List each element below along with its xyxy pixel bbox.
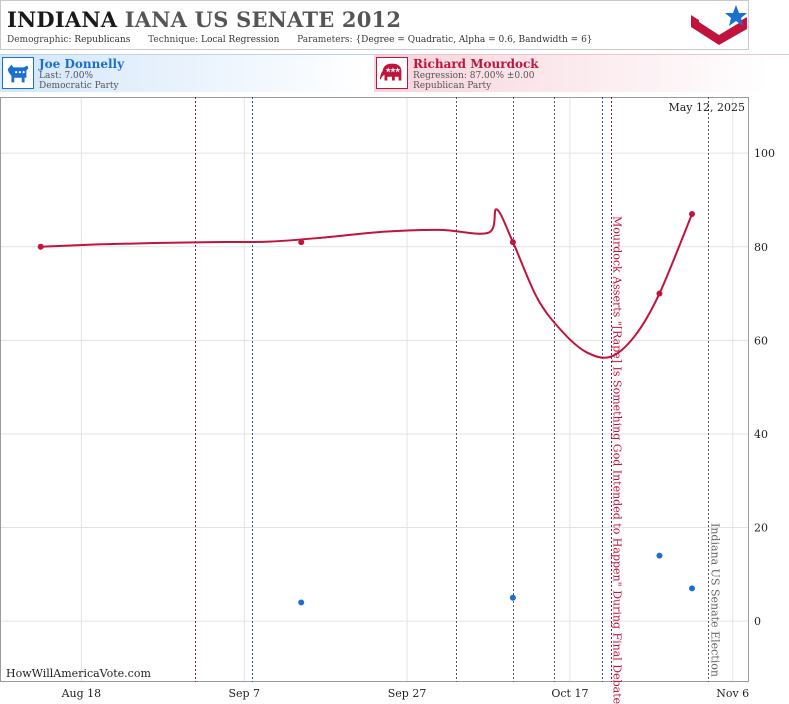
poll-point (37, 243, 44, 250)
trend-line (40, 208, 693, 359)
democrat-party: Democratic Party (39, 81, 119, 91)
poll-point (689, 585, 696, 592)
poll-point (656, 290, 663, 297)
annotations: Mourdock Asserts "[Rape] Is Something Go… (611, 216, 722, 704)
chart-header: INDIANA IANA US SENATE 2012 Demographic:… (0, 0, 749, 50)
plot-border (0, 97, 749, 682)
x-tick-label: Nov 6 (716, 687, 749, 700)
title-race: IANA US SENATE 2012 (124, 7, 402, 32)
poll-point (656, 552, 663, 559)
event-annotation: Indiana US Senate Election (708, 523, 721, 677)
elephant-icon (376, 57, 408, 89)
y-tick-label: 0 (754, 615, 761, 628)
poll-point (689, 211, 696, 217)
series-layer (37, 208, 696, 606)
chart-title: INDIANA IANA US SENATE 2012 (7, 7, 401, 32)
republican-party: Republican Party (413, 81, 492, 91)
republican-stat: Regression: 87.00% ±0.00 (413, 71, 535, 81)
poll-point (509, 594, 516, 601)
poll-point (298, 599, 305, 606)
watermark: HowWillAmericaVote.com (6, 667, 151, 680)
tick-labels: 0 20 40 60 80 100 Aug 18 Sep 7 Sep 27 Oct 17 Nov 6 (61, 147, 775, 700)
event-lines (195, 97, 709, 682)
event-annotation: Mourdock Asserts "[Rape] Is Something Go… (611, 216, 624, 704)
date-label: May 12, 2025 (668, 101, 745, 114)
candidate-democrat: Joe Donnelly Last: 7.00% Democratic Part… (0, 54, 388, 92)
parameters-label: Parameters: (297, 35, 353, 45)
demographic-value: Republicans (74, 35, 131, 45)
x-tick-label: Oct 17 (551, 687, 588, 700)
poll-point (298, 239, 305, 246)
y-tick-label: 100 (754, 147, 775, 160)
y-tick-label: 80 (754, 241, 768, 254)
parameters-line: Demographic: Republicans Technique: Loca… (7, 35, 593, 45)
technique-label: Technique: (148, 35, 199, 45)
x-tick-label: Aug 18 (61, 687, 102, 700)
donkey-icon (2, 57, 34, 89)
y-tick-label: 40 (754, 428, 768, 441)
site-logo-icon (691, 5, 747, 45)
parameters-value: {Degree = Quadratic, Alpha = 0.6, Bandwi… (355, 35, 593, 45)
y-tick-label: 20 (754, 522, 768, 535)
republican-name: Richard Mourdock (413, 57, 539, 71)
candidate-republican: Richard Mourdock Regression: 87.00% ±0.0… (374, 54, 789, 92)
grid-layer (0, 97, 749, 682)
x-tick-label: Sep 27 (388, 687, 427, 700)
title-state: INDIANA (7, 7, 118, 32)
democrat-name: Joe Donnelly (39, 57, 125, 71)
y-tick-label: 60 (754, 334, 768, 347)
demographic-label: Demographic: (7, 35, 72, 45)
technique-value: Local Regression (201, 35, 280, 45)
democrat-stat: Last: 7.00% (39, 71, 94, 81)
x-tick-label: Sep 7 (228, 687, 260, 700)
poll-point (509, 239, 516, 246)
